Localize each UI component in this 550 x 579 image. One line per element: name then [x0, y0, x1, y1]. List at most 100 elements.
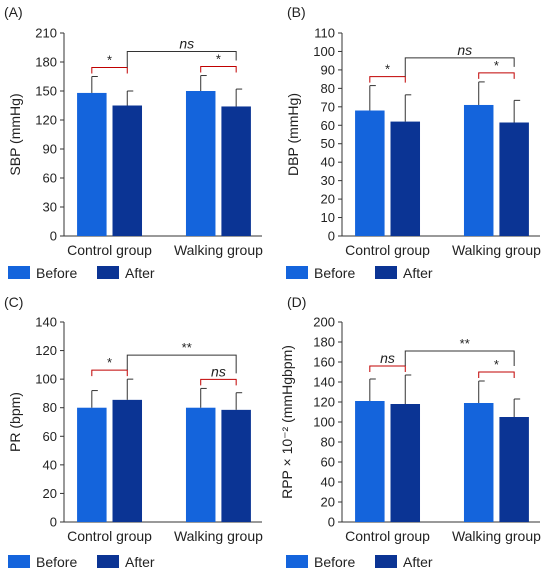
x-category-label: Walking group [174, 528, 263, 544]
x-category-label: Control group [67, 242, 152, 258]
significance-label: ns [380, 350, 395, 366]
legend-label-after: After [125, 554, 155, 570]
panel-label: (C) [4, 294, 23, 310]
legend-label-before: Before [314, 554, 355, 570]
y-tick-label: 20 [43, 486, 57, 501]
significance-label: * [107, 355, 112, 370]
y-tick-label: 60 [321, 455, 335, 470]
significance-bracket [369, 76, 406, 83]
significance-label: * [494, 58, 499, 73]
y-tick-label: 120 [35, 113, 57, 128]
significance-label: ns [211, 363, 226, 379]
x-category-label: Walking group [452, 242, 541, 258]
legend-label-before: Before [314, 265, 355, 281]
y-tick-label: 30 [321, 173, 335, 188]
x-category-label: Walking group [452, 528, 541, 544]
y-tick-label: 80 [321, 435, 335, 450]
legend-swatch-before [286, 555, 308, 568]
y-tick-label: 40 [321, 475, 335, 490]
bar-before [185, 407, 216, 522]
bar-before [463, 104, 494, 237]
x-category-label: Control group [345, 528, 430, 544]
significance-bracket [369, 365, 406, 372]
y-tick-label: 90 [43, 142, 57, 157]
between-significance-label: ns [457, 42, 472, 58]
bar-after [221, 409, 251, 522]
bar-after [221, 106, 251, 236]
y-tick-label: 100 [35, 372, 57, 387]
y-axis-title: SBP (mmHg) [7, 93, 23, 175]
y-tick-label: 20 [321, 192, 335, 207]
bar-before [355, 401, 385, 522]
y-tick-label: 80 [321, 81, 335, 96]
y-tick-label: 60 [43, 171, 57, 186]
y-tick-label: 80 [43, 400, 57, 415]
bar-after [499, 122, 529, 236]
legend: Before After [8, 265, 155, 281]
legend-swatch-after [375, 266, 397, 279]
y-tick-label: 60 [321, 118, 335, 133]
y-axis-title: RPP × 10⁻² (mmHgbpm) [279, 345, 295, 499]
y-tick-label: 200 [313, 315, 335, 330]
between-group-bracket [404, 57, 515, 77]
panel-label: (B) [287, 4, 306, 20]
legend-swatch-after [97, 266, 119, 279]
bar-before [77, 407, 107, 522]
bar-before [77, 92, 107, 236]
y-tick-label: 0 [328, 515, 335, 530]
bar-after [390, 404, 421, 522]
y-tick-label: 70 [321, 99, 335, 114]
significance-bracket [200, 378, 237, 386]
panel-a: (A) SBP (mmHg) 0 30 60 90 120 150 180 210 Control … [4, 4, 263, 258]
significance-label: * [385, 62, 390, 77]
significance-label: * [216, 52, 221, 67]
y-tick-label: 210 [35, 26, 57, 41]
panel-d: (D) RPP × 10⁻² (mmHgbpm) 0 20 40 60 80 100 120 14… [279, 294, 541, 544]
y-tick-label: 40 [43, 457, 57, 472]
bar-after [499, 417, 529, 522]
legend: Before After [286, 554, 433, 570]
x-category-label: Control group [67, 528, 152, 544]
legend-label-after: After [403, 554, 433, 570]
panel-label: (D) [287, 294, 306, 310]
legend-swatch-before [8, 266, 30, 279]
significance-label: * [107, 53, 112, 68]
x-category-label: Walking group [174, 242, 263, 258]
legend-label-before: Before [36, 554, 77, 570]
between-significance-label: ns [179, 36, 194, 52]
between-group-bracket [404, 350, 515, 366]
y-tick-label: 120 [313, 395, 335, 410]
between-group-bracket [126, 51, 237, 68]
significance-bracket [200, 66, 237, 73]
y-tick-label: 110 [314, 26, 335, 41]
y-tick-label: 30 [43, 200, 57, 215]
between-group-bracket [126, 354, 237, 374]
significance-bracket [478, 72, 515, 79]
y-tick-label: 0 [328, 229, 335, 244]
between-significance-label: ** [182, 340, 192, 355]
y-tick-label: 60 [43, 429, 57, 444]
y-axis-title: DBP (mmHg) [285, 93, 301, 176]
y-tick-label: 100 [313, 415, 335, 430]
y-tick-label: 140 [313, 375, 335, 390]
y-tick-label: 160 [313, 355, 335, 370]
bar-before [463, 403, 494, 522]
y-tick-label: 50 [321, 136, 335, 151]
panel-b: (B) DBP (mmHg) 0 10 20 30 40 50 60 70 80 90 100 110 Co… [285, 4, 541, 258]
y-tick-label: 150 [35, 84, 57, 99]
panel-c: (C) PR (bpm) 0 20 40 60 80 100 120 140 Control gro… [4, 294, 263, 544]
y-tick-label: 0 [50, 515, 57, 530]
y-tick-label: 10 [321, 210, 335, 225]
legend: Before After [286, 265, 433, 281]
legend: Before After [8, 554, 155, 570]
x-category-label: Control group [345, 242, 430, 258]
legend-label-after: After [125, 265, 155, 281]
y-tick-label: 180 [313, 335, 335, 350]
bar-before [355, 110, 385, 236]
significance-bracket [478, 371, 515, 378]
bar-before [185, 91, 216, 236]
legend-swatch-before [8, 555, 30, 568]
legend-swatch-before [286, 266, 308, 279]
significance-label: * [494, 357, 499, 372]
significance-bracket [91, 67, 128, 74]
